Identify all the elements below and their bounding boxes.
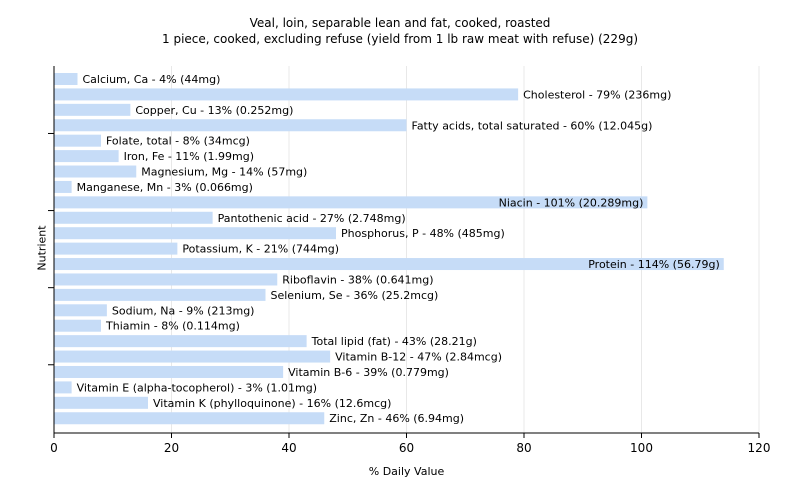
bar — [54, 180, 72, 193]
bar — [54, 258, 724, 271]
bar-label: Vitamin B-6 - 39% (0.779mg) — [288, 366, 449, 379]
bar-label: Cholesterol - 79% (236mg) — [523, 88, 671, 101]
x-axis-label: % Daily Value — [368, 465, 445, 478]
x-tick-label: 80 — [516, 441, 531, 455]
bar-label: Manganese, Mn - 3% (0.066mg) — [77, 181, 253, 194]
bar-label: Protein - 114% (56.79g) — [588, 258, 720, 271]
bar-label: Total lipid (fat) - 43% (28.21g) — [311, 335, 477, 348]
bar — [54, 150, 119, 163]
bar — [54, 103, 131, 116]
x-tick-label: 100 — [630, 441, 653, 455]
x-tick-label: 120 — [748, 441, 771, 455]
bar — [54, 196, 648, 209]
bar — [54, 165, 137, 178]
bar — [54, 304, 107, 317]
x-tick-label: 60 — [399, 441, 414, 455]
chart-title: Veal, loin, separable lean and fat, cook… — [249, 16, 551, 30]
bar-label: Phosphorus, P - 48% (485mg) — [341, 227, 505, 240]
bar-label: Vitamin K (phylloquinone) - 16% (12.6mcg… — [153, 397, 391, 410]
x-tick-label: 40 — [281, 441, 296, 455]
bar-label: Selenium, Se - 36% (25.2mcg) — [271, 289, 439, 302]
bar-label: Sodium, Na - 9% (213mg) — [112, 304, 255, 317]
bar — [54, 227, 336, 240]
bar — [54, 381, 72, 394]
bar — [54, 319, 101, 332]
bar-label: Copper, Cu - 13% (0.252mg) — [135, 104, 293, 117]
bar-label: Vitamin E (alpha-tocopherol) - 3% (1.01m… — [77, 381, 317, 394]
bar — [54, 134, 101, 147]
bar-label: Folate, total - 8% (34mcg) — [106, 135, 250, 148]
bar — [54, 242, 178, 255]
bar-label: Vitamin B-12 - 47% (2.84mcg) — [335, 351, 502, 364]
bar-label: Fatty acids, total saturated - 60% (12.0… — [412, 119, 653, 132]
bar-label: Calcium, Ca - 4% (44mg) — [83, 73, 221, 86]
bar-label: Pantothenic acid - 27% (2.748mg) — [218, 212, 406, 225]
bar — [54, 211, 213, 224]
bar-label: Zinc, Zn - 46% (6.94mg) — [329, 412, 464, 425]
y-axis-label: Nutrient — [35, 225, 49, 271]
bar-label: Riboflavin - 38% (0.641mg) — [282, 273, 433, 286]
bar — [54, 396, 148, 409]
bar — [54, 288, 266, 301]
bar — [54, 88, 519, 101]
bar-label: Potassium, K - 21% (744mg) — [182, 243, 339, 256]
bar — [54, 365, 284, 378]
bar — [54, 73, 78, 85]
bar — [54, 350, 331, 363]
bar-label: Magnesium, Mg - 14% (57mg) — [141, 166, 307, 179]
chart-subtitle: 1 piece, cooked, excluding refuse (yield… — [162, 32, 638, 46]
x-tick-label: 20 — [164, 441, 179, 455]
bar-label: Niacin - 101% (20.289mg) — [499, 196, 644, 209]
bar — [54, 119, 407, 132]
bar — [54, 335, 307, 348]
bar-label: Thiamin - 8% (0.114mg) — [105, 320, 240, 333]
bar-label: Iron, Fe - 11% (1.99mg) — [124, 150, 254, 163]
bar — [54, 273, 278, 286]
bar — [54, 412, 325, 425]
x-tick-label: 0 — [50, 441, 58, 455]
